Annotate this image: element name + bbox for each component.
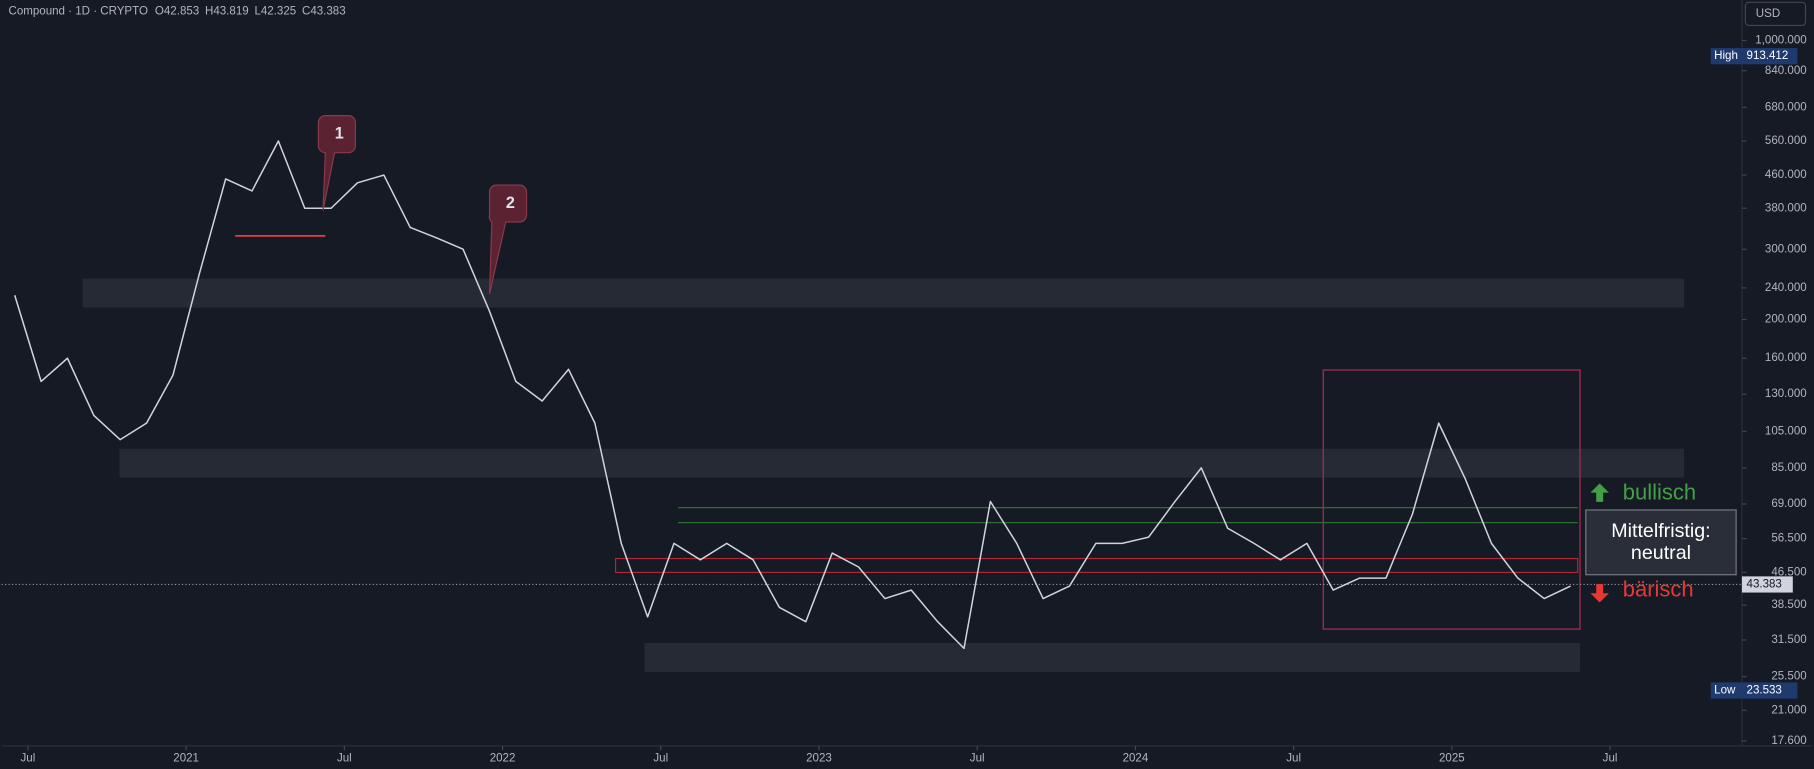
currency[interactable]: USD — [1756, 8, 1780, 20]
last-price-box — [1741, 576, 1793, 593]
y-tick-label: 680.000 — [1765, 101, 1807, 113]
high-value: 913.412 — [1747, 50, 1789, 62]
x-tick-label: Jul — [1603, 753, 1618, 765]
level-box — [615, 557, 1579, 573]
zone — [82, 278, 1685, 308]
high-key: High — [1714, 50, 1738, 62]
high-value-box — [1741, 48, 1798, 65]
y-tick-label: 200.000 — [1765, 314, 1807, 326]
ohlc-key: C — [302, 6, 310, 18]
x-tick-label: Jul — [21, 753, 36, 765]
y-tick-label: 25.500 — [1771, 671, 1806, 683]
y-tick-label: 21.000 — [1771, 704, 1806, 716]
ohlc-key: L — [254, 6, 261, 18]
y-tick-label: 300.000 — [1765, 243, 1807, 255]
currency-button[interactable] — [1744, 1, 1807, 27]
ohlc-key: H — [205, 6, 213, 18]
note-text: Mittelfristig: — [1611, 520, 1710, 542]
last-price-label: 43.383 — [1747, 579, 1782, 591]
ohlc: O42.853 H43.819 L42.325 C43.383 — [155, 6, 346, 18]
y-tick-label: 1,000.000 — [1755, 35, 1806, 47]
x-tick-label: 2024 — [1123, 753, 1149, 765]
symbol: Compound · 1D · CRYPTO — [8, 6, 147, 18]
x-tick-label: 2021 — [173, 753, 199, 765]
plot — [1, 140, 1742, 650]
x-tick-label: Jul — [1286, 753, 1301, 765]
x-tick-label: Jul — [970, 753, 985, 765]
ohlc-value: 43.383 — [310, 6, 345, 18]
bearish-label: bärisch — [1623, 577, 1694, 602]
high-key-box — [1710, 48, 1742, 65]
arrow-down — [1590, 583, 1609, 603]
low-value: 23.533 — [1747, 685, 1782, 697]
price-line — [14, 140, 1571, 650]
y-tick-label: 46.500 — [1771, 566, 1806, 578]
note-text: neutral — [1631, 542, 1691, 564]
range-box — [1322, 369, 1581, 630]
x-tick-label: 2023 — [806, 753, 832, 765]
marker-label: 2 — [506, 194, 515, 212]
ohlc-value: 42.853 — [164, 6, 199, 18]
ohlc-key: O — [155, 6, 164, 18]
zone — [119, 448, 1685, 478]
y-tick-label: 38.500 — [1771, 599, 1806, 611]
ohlc-value: 43.819 — [213, 6, 248, 18]
header: Compound · 1D · CRYPTO O42.853 H43.819 L42.… — [8, 6, 345, 18]
bullish-label: bullisch — [1623, 480, 1696, 505]
note-box — [1585, 509, 1737, 576]
y-tick-label: 17.600 — [1771, 735, 1806, 747]
marker — [488, 184, 528, 294]
marker — [317, 115, 356, 211]
marker-label: 1 — [335, 124, 344, 142]
zone — [644, 642, 1581, 672]
y-tick-label: 105.000 — [1765, 425, 1807, 437]
y-tick-label: 380.000 — [1765, 202, 1807, 214]
x-tick-label: Jul — [337, 753, 352, 765]
y-tick-label: 560.000 — [1765, 135, 1807, 147]
x-tick-label: Jul — [653, 753, 668, 765]
y-tick-label: 85.000 — [1771, 462, 1806, 474]
arrow-up — [1590, 483, 1609, 502]
low-key: Low — [1714, 685, 1736, 697]
x-tick-label: 2022 — [490, 753, 516, 765]
y-tick-label: 56.500 — [1771, 533, 1806, 545]
y-tick-label: 240.000 — [1765, 282, 1807, 294]
low-key-box — [1710, 682, 1742, 699]
ohlc-value: 42.325 — [261, 6, 296, 18]
y-tick-label: 840.000 — [1765, 65, 1807, 77]
y-tick-label: 460.000 — [1765, 169, 1807, 181]
y-tick-label: 69.000 — [1771, 498, 1806, 510]
low-value-box — [1741, 682, 1798, 699]
y-tick-label: 130.000 — [1765, 388, 1807, 400]
y-tick-label: 31.500 — [1771, 634, 1806, 646]
x-tick-label: 2025 — [1439, 753, 1465, 765]
y-tick-label: 160.000 — [1765, 352, 1807, 364]
